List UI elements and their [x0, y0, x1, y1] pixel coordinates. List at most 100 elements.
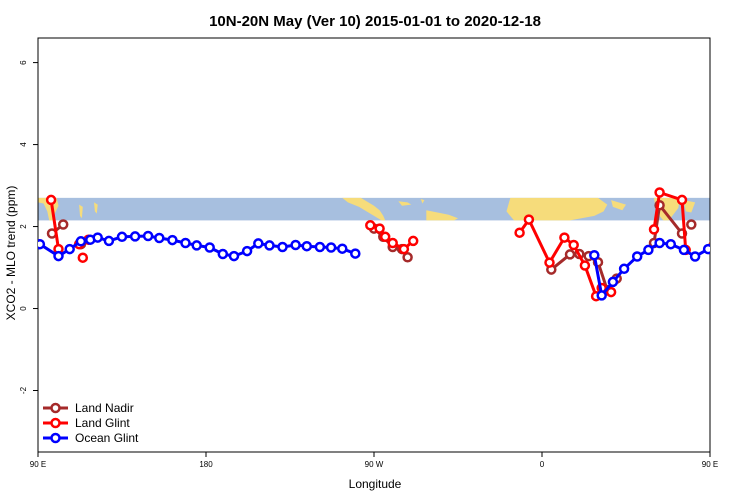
y-tick-label: -2	[19, 386, 28, 394]
data-point	[228, 250, 240, 262]
data-point	[365, 220, 376, 231]
series-ocean-glint	[38, 230, 748, 301]
data-point	[167, 234, 178, 246]
data-point	[605, 286, 617, 298]
y-tick-label: 6	[19, 60, 28, 65]
data-point	[689, 251, 701, 262]
plot-area: 90 E 180 90 W 0 90 E -2 0 2 4 6	[19, 37, 748, 469]
land-south-america-north	[426, 210, 458, 221]
y-tick-label: 4	[19, 142, 28, 147]
data-point	[337, 243, 348, 254]
land-philippines-west	[79, 204, 83, 219]
data-point	[702, 243, 710, 255]
data-point	[559, 232, 570, 243]
data-point	[217, 248, 229, 260]
data-point	[374, 223, 385, 234]
data-point	[264, 240, 275, 251]
land-arabia	[611, 200, 626, 211]
data-point	[387, 237, 398, 249]
data-point	[379, 231, 391, 243]
data-point	[191, 240, 202, 251]
land-central-america	[342, 197, 386, 221]
data-point	[715, 236, 723, 244]
data-point	[301, 240, 313, 252]
land-philippines	[94, 202, 98, 214]
x-tick-label: 90 E	[702, 460, 718, 469]
x-tick-label: 0	[540, 460, 545, 469]
data-point	[665, 238, 677, 250]
x-axis-label: Longitude	[349, 477, 402, 491]
data-point	[607, 276, 619, 288]
chart-title: 10N-20N May (Ver 10) 2015-01-01 to 2020-…	[209, 13, 541, 30]
data-point	[103, 235, 115, 247]
data-point	[92, 232, 103, 243]
data-point	[654, 187, 665, 198]
data-point	[277, 241, 288, 253]
legend-label: Land Glint	[75, 416, 130, 430]
data-point	[407, 235, 419, 247]
land-africa	[506, 197, 608, 221]
data-point	[523, 214, 535, 225]
data-point	[75, 236, 87, 247]
legend-label: Land Nadir	[75, 401, 134, 415]
data-point	[708, 241, 710, 249]
series-line	[550, 252, 618, 292]
legend-marker	[50, 402, 61, 414]
data-point	[686, 219, 697, 230]
data-point	[398, 243, 410, 255]
series-line	[49, 199, 60, 250]
data-point	[45, 194, 57, 206]
data-point	[53, 250, 64, 262]
data-point	[154, 232, 165, 244]
data-point	[654, 237, 665, 249]
data-point	[129, 231, 141, 242]
data-point	[678, 244, 690, 256]
data-point	[740, 237, 748, 245]
data-point	[631, 251, 643, 262]
data-point	[648, 224, 660, 235]
y-tick-label: 2	[19, 224, 28, 229]
y-axis-label: XCO2 - MLO trend (ppm)	[4, 186, 18, 321]
data-point	[38, 238, 46, 250]
data-point	[564, 249, 576, 260]
plot-frame	[37, 37, 711, 453]
data-point	[142, 230, 154, 242]
data-point	[544, 257, 555, 268]
data-point	[204, 242, 215, 253]
data-point	[253, 238, 264, 249]
data-point	[514, 227, 525, 238]
legend-marker	[50, 417, 61, 429]
data-point	[618, 263, 630, 275]
data-point	[579, 260, 591, 271]
legend-label: Ocean Glint	[75, 431, 139, 445]
land-caribbean	[398, 201, 412, 206]
x-tick-label: 180	[199, 460, 213, 469]
data-point	[241, 245, 253, 257]
series-land-glint	[45, 187, 691, 302]
data-point	[57, 219, 69, 230]
data-point	[77, 252, 89, 263]
data-point	[116, 231, 128, 243]
data-point	[325, 242, 337, 253]
y-tick-label: 0	[19, 306, 28, 311]
x-tick-label: 90 E	[30, 460, 46, 469]
land-bay-east	[683, 200, 696, 213]
data-point	[589, 249, 600, 261]
data-point	[290, 239, 301, 251]
data-point	[643, 244, 654, 256]
data-point	[180, 237, 191, 249]
data-point	[314, 241, 326, 253]
x-tick-label: 90 W	[365, 460, 384, 469]
series-line	[652, 191, 688, 251]
data-point	[676, 194, 688, 206]
land-indochina-repeat	[710, 198, 731, 221]
data-point	[596, 290, 607, 301]
land-antilles	[420, 199, 425, 204]
data-point	[350, 248, 361, 259]
data-point	[64, 243, 75, 255]
data-point	[728, 234, 736, 242]
legend-marker	[50, 432, 61, 444]
data-point	[568, 239, 579, 251]
